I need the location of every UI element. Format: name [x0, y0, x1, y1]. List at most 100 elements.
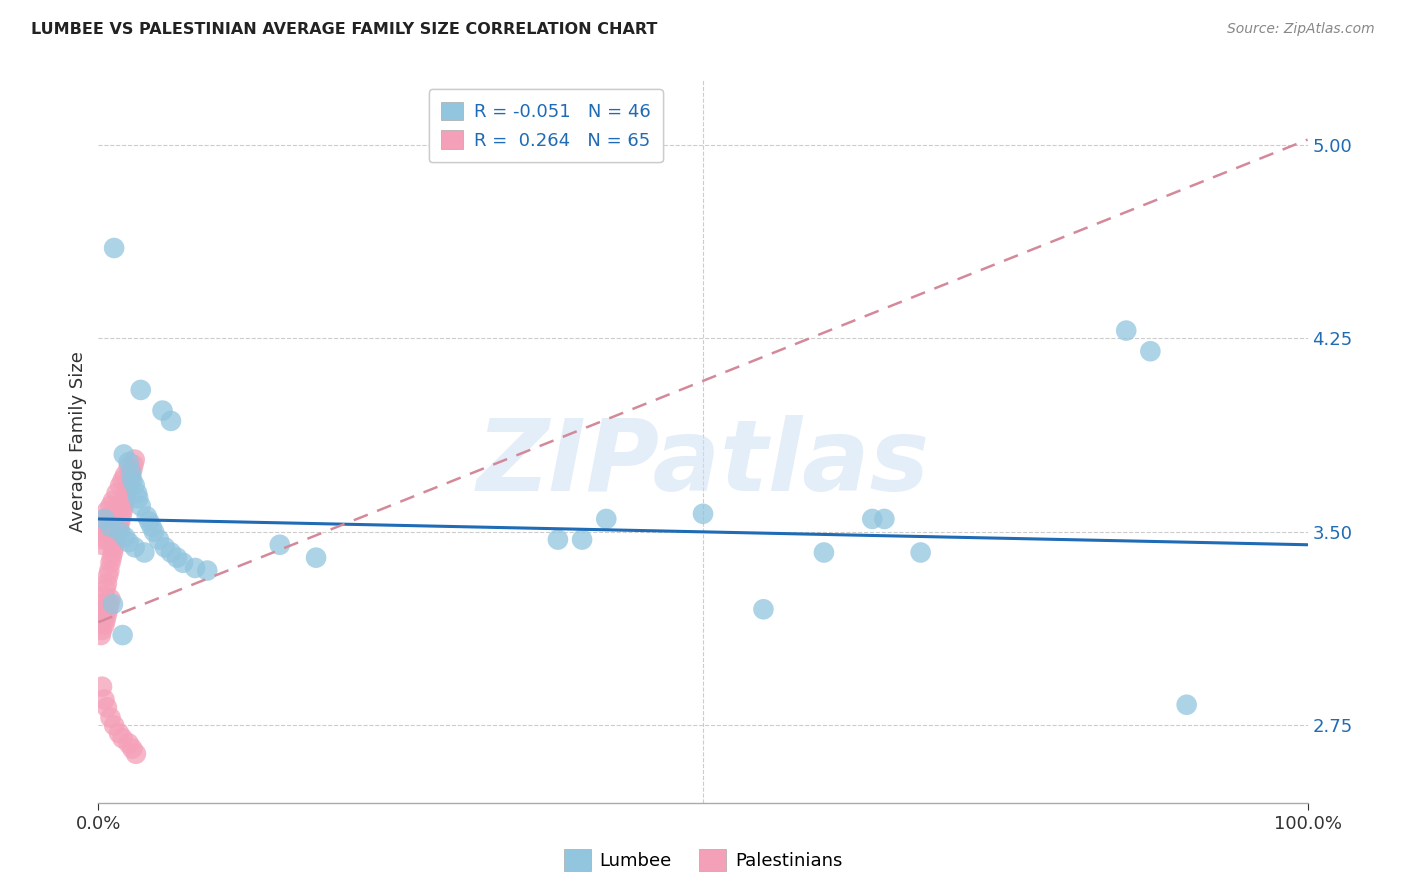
- Point: [138, 515, 160, 529]
- Point: [107, 524, 129, 539]
- Point: [118, 535, 141, 549]
- Point: [118, 473, 141, 487]
- Point: [93, 512, 115, 526]
- Point: [100, 591, 122, 606]
- Point: [111, 473, 134, 487]
- Point: [100, 556, 122, 570]
- Point: [97, 519, 120, 533]
- Point: [1175, 698, 1198, 712]
- Text: Source: ZipAtlas.com: Source: ZipAtlas.com: [1227, 22, 1375, 37]
- Point: [269, 538, 291, 552]
- Point: [125, 747, 148, 761]
- Point: [117, 483, 139, 498]
- Point: [91, 602, 114, 616]
- Point: [118, 455, 141, 469]
- Point: [752, 602, 775, 616]
- Point: [1115, 324, 1137, 338]
- Point: [692, 507, 714, 521]
- Point: [129, 383, 152, 397]
- Point: [105, 486, 128, 500]
- Point: [910, 545, 932, 559]
- Point: [96, 700, 118, 714]
- Point: [100, 711, 122, 725]
- Point: [112, 499, 135, 513]
- Point: [91, 538, 114, 552]
- Point: [860, 512, 883, 526]
- Point: [94, 524, 117, 539]
- Point: [120, 466, 142, 480]
- Point: [305, 550, 328, 565]
- Point: [141, 519, 163, 533]
- Point: [571, 533, 593, 547]
- Point: [118, 460, 141, 475]
- Point: [166, 550, 188, 565]
- Point: [101, 509, 124, 524]
- Point: [97, 602, 120, 616]
- Point: [172, 556, 194, 570]
- Point: [97, 568, 120, 582]
- Point: [93, 692, 115, 706]
- Point: [96, 576, 118, 591]
- Point: [114, 468, 136, 483]
- Point: [111, 731, 134, 746]
- Point: [124, 541, 146, 555]
- Point: [108, 524, 131, 539]
- Legend: R = -0.051   N = 46, R =  0.264   N = 65: R = -0.051 N = 46, R = 0.264 N = 65: [429, 89, 664, 162]
- Point: [135, 509, 157, 524]
- Point: [122, 458, 145, 472]
- Point: [121, 741, 143, 756]
- Point: [91, 623, 114, 637]
- Point: [195, 564, 218, 578]
- Point: [153, 541, 176, 555]
- Point: [111, 504, 134, 518]
- Point: [129, 499, 152, 513]
- Point: [91, 597, 114, 611]
- Point: [94, 582, 117, 596]
- Point: [103, 541, 125, 555]
- Y-axis label: Average Family Size: Average Family Size: [69, 351, 87, 532]
- Point: [184, 561, 207, 575]
- Point: [114, 530, 136, 544]
- Point: [118, 478, 141, 492]
- Point: [108, 515, 131, 529]
- Point: [101, 545, 124, 559]
- Point: [112, 447, 135, 461]
- Point: [103, 718, 125, 732]
- Point: [96, 607, 118, 622]
- Point: [148, 533, 170, 547]
- Point: [121, 463, 143, 477]
- Point: [91, 533, 114, 547]
- Point: [101, 494, 124, 508]
- Point: [547, 533, 569, 547]
- Text: LUMBEE VS PALESTINIAN AVERAGE FAMILY SIZE CORRELATION CHART: LUMBEE VS PALESTINIAN AVERAGE FAMILY SIZ…: [31, 22, 658, 37]
- Point: [873, 512, 896, 526]
- Point: [105, 504, 128, 518]
- Point: [114, 494, 136, 508]
- Point: [98, 564, 121, 578]
- Point: [93, 530, 115, 544]
- Point: [160, 545, 183, 559]
- Point: [100, 499, 122, 513]
- Point: [143, 524, 166, 539]
- Point: [108, 519, 131, 533]
- Point: [100, 515, 122, 529]
- Point: [110, 509, 132, 524]
- Point: [103, 241, 125, 255]
- Point: [813, 545, 835, 559]
- Point: [104, 535, 127, 549]
- Point: [160, 414, 183, 428]
- Point: [108, 478, 131, 492]
- Text: ZIPatlas: ZIPatlas: [477, 415, 929, 512]
- Point: [96, 504, 118, 518]
- Point: [108, 499, 131, 513]
- Point: [93, 617, 115, 632]
- Point: [94, 613, 117, 627]
- Point: [124, 452, 146, 467]
- Point: [124, 478, 146, 492]
- Point: [118, 736, 141, 750]
- Point: [98, 597, 121, 611]
- Point: [90, 615, 112, 630]
- Point: [91, 680, 114, 694]
- Point: [121, 473, 143, 487]
- Point: [595, 512, 617, 526]
